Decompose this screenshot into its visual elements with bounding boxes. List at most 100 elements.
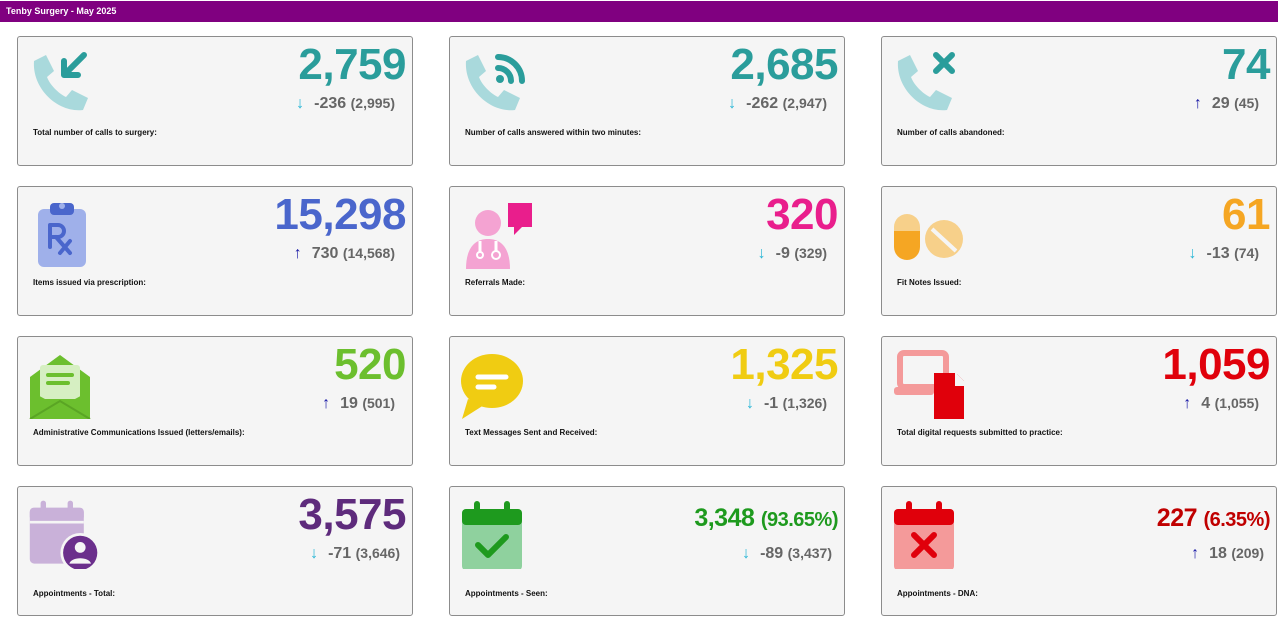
change-value: -1 bbox=[763, 395, 779, 412]
kpi-label: Text Messages Sent and Received: bbox=[465, 428, 598, 437]
kpi-card-text-messages: 1,325 ↓ -1 (1,326) Text Messages Sent and… bbox=[449, 336, 845, 466]
kpi-card-referrals: 320 ↓ -9 (329) Referrals Made: bbox=[449, 186, 845, 316]
arrow-up-icon: ↑ bbox=[322, 395, 331, 412]
pills-icon bbox=[894, 214, 963, 260]
kpi-change: ↑ 29 (45) bbox=[1194, 95, 1259, 113]
kpi-card-appointments-seen: 3,348 (93.65%) ↓ -89 (3,437) Appointments… bbox=[449, 486, 845, 616]
kpi-value: 2,759 bbox=[298, 40, 406, 89]
kpi-change: ↓ -9 (329) bbox=[758, 245, 827, 263]
arrow-down-icon: ↓ bbox=[296, 95, 305, 112]
phone-incoming-icon bbox=[33, 52, 88, 111]
previous-value: (329) bbox=[794, 245, 827, 261]
change-value: -71 bbox=[328, 545, 352, 562]
kpi-card-digital-requests: 1,059 ↑ 4 (1,055) Total digital requests … bbox=[881, 336, 1277, 466]
kpi-label: Items issued via prescription: bbox=[33, 278, 146, 287]
kpi-label: Total digital requests submitted to prac… bbox=[897, 428, 1063, 437]
kpi-percentage: (6.35%) bbox=[1203, 509, 1270, 531]
calendar-user-icon bbox=[29, 500, 100, 569]
kpi-change: ↑ 18 (209) bbox=[1191, 545, 1264, 563]
kpi-value: 1,325 bbox=[730, 340, 838, 389]
kpi-change: ↓ -262 (2,947) bbox=[728, 95, 827, 113]
kpi-label: Appointments - Total: bbox=[33, 589, 116, 598]
calendar-check-icon bbox=[462, 501, 522, 569]
kpi-percentage: (93.65%) bbox=[760, 509, 839, 531]
chat-bubble-icon bbox=[461, 354, 523, 419]
arrow-down-icon: ↓ bbox=[757, 245, 766, 262]
kpi-value: 227 (6.35%) bbox=[1156, 503, 1271, 535]
kpi-value: 61 bbox=[1222, 190, 1270, 239]
kpi-change: ↓ -13 (74) bbox=[1189, 245, 1259, 263]
arrow-down-icon: ↓ bbox=[1188, 245, 1197, 262]
arrow-down-icon: ↓ bbox=[745, 395, 754, 412]
kpi-label: Fit Notes Issued: bbox=[897, 278, 962, 287]
kpi-change: ↓ -236 (2,995) bbox=[296, 95, 395, 113]
kpi-label: Number of calls abandoned: bbox=[897, 128, 1005, 137]
arrow-down-icon: ↓ bbox=[728, 95, 737, 112]
prescription-icon bbox=[38, 203, 86, 267]
arrow-up-icon: ↑ bbox=[1191, 545, 1200, 562]
kpi-label: Administrative Communications Issued (le… bbox=[33, 428, 245, 437]
previous-value: (1,326) bbox=[782, 395, 827, 411]
page-title: Tenby Surgery - May 2025 bbox=[6, 6, 117, 16]
change-value: -89 bbox=[760, 545, 784, 562]
previous-value: (209) bbox=[1231, 545, 1264, 561]
kpi-value: 15,298 bbox=[274, 190, 406, 239]
kpi-card-prescriptions: 15,298 ↑ 730 (14,568) Items issued via pr… bbox=[17, 186, 413, 316]
change-value: 29 bbox=[1211, 95, 1230, 112]
kpi-label: Appointments - DNA: bbox=[897, 589, 978, 598]
kpi-card-calls-answered: 2,685 ↓ -262 (2,947) Number of calls answ… bbox=[449, 36, 845, 166]
kpi-value: 3,348 (93.65%) bbox=[694, 503, 838, 535]
kpi-change: ↓ -1 (1,326) bbox=[746, 395, 827, 413]
arrow-up-icon: ↑ bbox=[1183, 395, 1192, 412]
kpi-card-fit-notes: 61 ↓ -13 (74) Fit Notes Issued: bbox=[881, 186, 1277, 316]
kpi-label: Number of calls answered within two minu… bbox=[465, 128, 642, 137]
kpi-label: Appointments - Seen: bbox=[465, 589, 548, 598]
referral-icon bbox=[466, 203, 532, 269]
kpi-value: 74 bbox=[1222, 40, 1270, 89]
previous-value: (3,437) bbox=[787, 545, 832, 561]
previous-value: (2,995) bbox=[350, 95, 395, 111]
previous-value: (2,947) bbox=[782, 95, 827, 111]
change-value: -9 bbox=[775, 245, 790, 262]
kpi-number: 227 bbox=[1156, 504, 1198, 532]
kpi-value: 1,059 bbox=[1162, 340, 1270, 389]
previous-value: (501) bbox=[362, 395, 395, 411]
kpi-card-appointments-total: 3,575 ↓ -71 (3,646) Appointments - Total: bbox=[17, 486, 413, 616]
arrow-down-icon: ↓ bbox=[310, 545, 319, 562]
kpi-value: 3,575 bbox=[298, 490, 406, 539]
previous-value: (45) bbox=[1234, 95, 1259, 111]
phone-answered-icon bbox=[465, 54, 525, 111]
kpi-value: 2,685 bbox=[730, 40, 838, 89]
kpi-change: ↓ -89 (3,437) bbox=[742, 545, 832, 563]
previous-value: (1,055) bbox=[1214, 395, 1259, 411]
envelope-icon bbox=[29, 355, 91, 419]
arrow-up-icon: ↑ bbox=[293, 245, 302, 262]
kpi-label: Referrals Made: bbox=[465, 278, 526, 287]
previous-value: (14,568) bbox=[342, 245, 395, 261]
change-value: 19 bbox=[340, 395, 358, 412]
phone-abandoned-icon bbox=[897, 52, 955, 111]
calendar-cross-icon bbox=[894, 501, 954, 569]
kpi-card-total-calls: 2,759 ↓ -236 (2,995) Total number of call… bbox=[17, 36, 413, 166]
previous-value: (3,646) bbox=[355, 545, 400, 561]
change-value: -13 bbox=[1206, 245, 1230, 262]
previous-value: (74) bbox=[1234, 245, 1259, 261]
arrow-down-icon: ↓ bbox=[742, 545, 751, 562]
change-value: -262 bbox=[746, 95, 779, 112]
kpi-card-admin-communications: 520 ↑ 19 (501) Administrative Communicati… bbox=[17, 336, 413, 466]
change-value: 730 bbox=[311, 245, 339, 262]
change-value: -236 bbox=[314, 95, 347, 112]
kpi-card-calls-abandoned: 74 ↑ 29 (45) Number of calls abandoned: bbox=[881, 36, 1277, 166]
kpi-change: ↑ 730 (14,568) bbox=[294, 245, 395, 263]
kpi-value: 520 bbox=[334, 340, 406, 389]
kpi-card-appointments-dna: 227 (6.35%) ↑ 18 (209) Appointments - DNA… bbox=[881, 486, 1277, 616]
kpi-change: ↑ 4 (1,055) bbox=[1183, 395, 1259, 413]
kpi-change: ↓ -71 (3,646) bbox=[310, 545, 400, 563]
arrow-up-icon: ↑ bbox=[1193, 95, 1202, 112]
change-value: 4 bbox=[1201, 395, 1211, 412]
change-value: 18 bbox=[1209, 545, 1227, 562]
digital-request-icon bbox=[894, 350, 964, 419]
kpi-change: ↑ 19 (501) bbox=[322, 395, 395, 413]
header-bar: Tenby Surgery - May 2025 bbox=[0, 1, 1278, 22]
kpi-number: 3,348 bbox=[694, 504, 755, 532]
